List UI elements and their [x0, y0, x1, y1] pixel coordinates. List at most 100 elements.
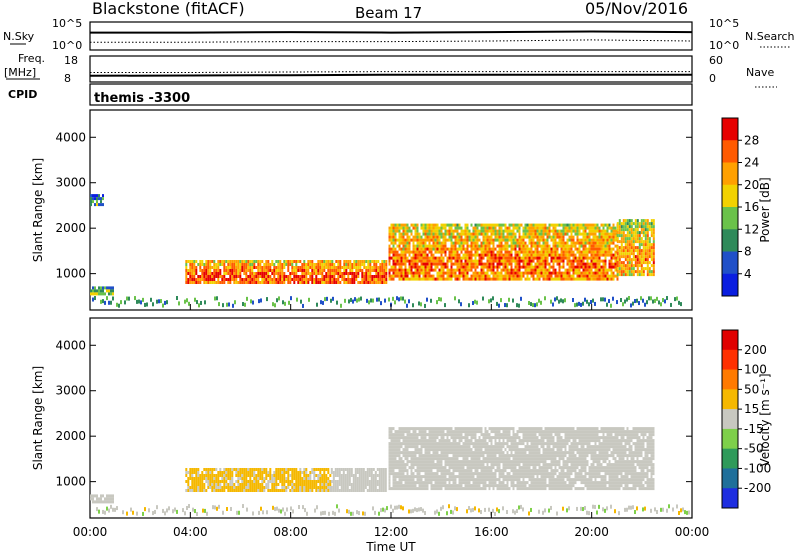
scatter-cell-3 [414, 484, 417, 488]
scatter-cell-2 [337, 266, 340, 269]
scatter-cell-3 [486, 478, 489, 482]
ground-scatter-cell [624, 299, 626, 304]
scatter-cell-3 [392, 235, 395, 239]
scatter-cell-3 [488, 268, 491, 272]
scatter-cell-2 [315, 272, 318, 275]
scatter-cell-1 [227, 474, 230, 477]
scatter-cell-3 [584, 271, 587, 275]
scatter-cell-3 [474, 250, 477, 254]
scatter-cell-3 [426, 262, 429, 266]
scatter-cell-2 [315, 275, 318, 278]
scatter-cell-1 [319, 477, 322, 480]
scatter-cell-3 [608, 253, 611, 257]
scatter-cell-3 [534, 229, 537, 233]
scatter-cell-3 [506, 247, 509, 251]
scatter-cell-3 [478, 238, 481, 242]
scatter-cell-3 [482, 253, 485, 257]
scatter-cell-3 [428, 442, 431, 446]
scatter-cell-3 [518, 277, 521, 281]
scatter-cell-2 [329, 272, 332, 275]
scatter-cell-3 [474, 439, 477, 443]
scatter-cell-2 [349, 278, 352, 281]
scatter-cell-1 [319, 474, 322, 477]
scatter-cell-3 [454, 253, 457, 257]
scatter-cell-2 [291, 260, 294, 263]
scatter-cell-3 [544, 274, 547, 278]
scatter-cell-2 [239, 263, 242, 266]
scatter-cell-0 [94, 494, 96, 498]
scatter-cell-3 [428, 241, 431, 245]
scatter-cell-3 [590, 271, 593, 275]
scatter-cell-1 [319, 489, 322, 492]
scatter-cell-2 [247, 266, 250, 269]
scatter-cell-3 [552, 232, 555, 236]
scatter-cell-3 [482, 247, 485, 251]
ground-scatter-cell [198, 303, 200, 308]
scatter-cell-3 [452, 463, 455, 467]
scatter-cell-1 [291, 480, 294, 483]
scatter-cell-2 [261, 272, 264, 275]
scatter-cell-3 [410, 484, 413, 488]
scatter-cell-2 [370, 471, 373, 474]
scatter-cell-2 [368, 471, 371, 474]
scatter-cell-3 [482, 475, 485, 479]
scatter-cell-3 [572, 244, 575, 248]
scatter-cell-2 [354, 468, 357, 471]
scatter-cell-3 [580, 232, 583, 236]
scatter-cell-3 [402, 262, 405, 266]
ground-scatter-cell [644, 302, 646, 307]
scatter-cell-3 [436, 466, 439, 470]
scatter-cell-3 [596, 235, 599, 239]
scatter-cell-1 [273, 480, 276, 483]
scatter-cell-3 [464, 277, 467, 281]
scatter-cell-3 [590, 229, 593, 233]
scatter-cell-1 [267, 486, 270, 489]
scatter-cell-3 [430, 472, 433, 476]
scatter-cell-4 [642, 219, 645, 223]
scatter-cell-3 [458, 274, 461, 278]
scatter-cell-3 [534, 223, 537, 227]
scatter-cell-3 [464, 235, 467, 239]
scatter-cell-3 [526, 247, 529, 251]
scatter-cell-3 [466, 445, 469, 449]
scatter-cell-1 [281, 480, 284, 483]
scatter-cell-3 [406, 478, 409, 482]
scatter-cell-3 [422, 439, 425, 443]
ground-scatter-cell [366, 298, 368, 303]
scatter-cell-2 [342, 486, 345, 489]
scatter-cell-3 [596, 226, 599, 230]
scatter-cell-2 [358, 489, 361, 492]
scatter-cell-3 [392, 427, 395, 431]
scatter-cell-1 [249, 489, 252, 492]
scatter-cell-3 [416, 436, 419, 440]
ground-scatter-cell [654, 298, 656, 303]
scatter-cell-2 [361, 272, 364, 275]
scatter-cell-3 [404, 259, 407, 263]
scatter-cell-2 [342, 480, 345, 483]
scatter-cell-3 [492, 247, 495, 251]
scatter-cell-3 [614, 226, 617, 230]
scatter-cell-3 [524, 229, 527, 233]
scatter-cell-2 [301, 269, 304, 272]
scatter-cell-2 [319, 263, 322, 266]
scatter-cell-3 [514, 235, 517, 239]
scatter-cell-3 [476, 259, 479, 263]
scatter-cell-3 [392, 250, 395, 254]
scatter-cell-2 [231, 266, 234, 269]
scatter-cell-3 [452, 466, 455, 470]
scatter-cell-3 [414, 259, 417, 263]
scatter-cell-3 [466, 427, 469, 431]
scatter-cell-3 [480, 478, 483, 482]
scatter-cell-1 [243, 480, 246, 483]
scatter-cell-3 [522, 235, 525, 239]
scatter-cell-1 [195, 483, 198, 486]
ground-scatter-cell [200, 300, 202, 305]
scatter-cell-2 [271, 281, 274, 284]
scatter-cell-3 [470, 430, 473, 434]
scatter-cell-3 [414, 238, 417, 242]
scatter-cell-3 [436, 274, 439, 278]
scatter-cell-3 [538, 238, 541, 242]
ground-scatter-cell [398, 297, 400, 302]
scatter-cell-2 [305, 272, 308, 275]
